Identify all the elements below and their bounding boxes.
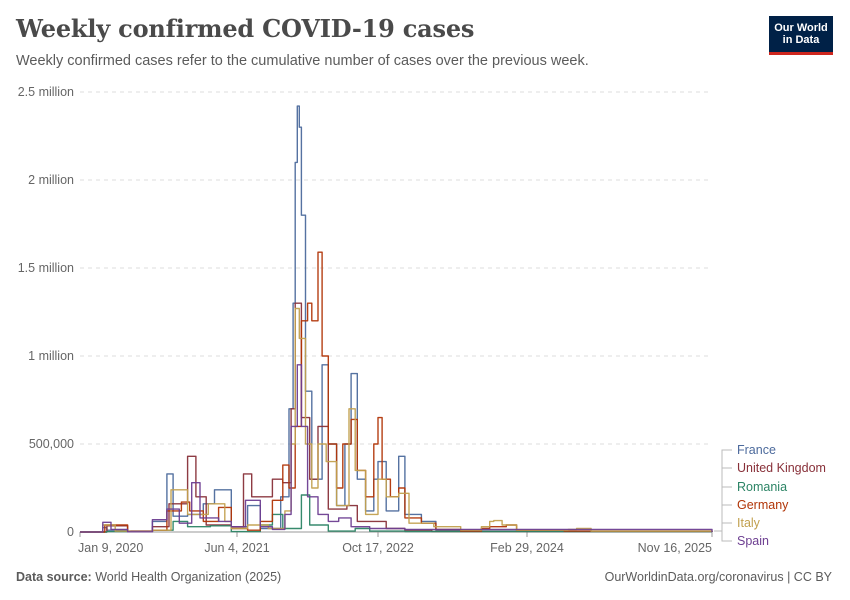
series-legend: France United Kingdom Romania Germany Italy S… <box>714 443 826 548</box>
legend-label-france: France <box>737 443 776 457</box>
legend-connector <box>714 449 732 532</box>
gridlines <box>80 91 712 445</box>
legend-connector <box>714 504 732 532</box>
chart-subtitle: Weekly confirmed cases refer to the cumu… <box>16 53 589 69</box>
y-tick-label: 500,000 <box>29 437 74 451</box>
x-tick-label: Jan 9, 2020 <box>78 541 143 555</box>
owid-logo[interactable]: Our World in Data <box>769 16 833 55</box>
legend-label-germany: Germany <box>737 498 789 512</box>
series-line-italy <box>80 307 713 533</box>
x-tick-label: Jun 4, 2021 <box>204 541 269 555</box>
legend-connector <box>714 486 732 532</box>
logo-line-2: in Data <box>782 34 820 46</box>
y-tick-label: 2.5 million <box>18 85 74 99</box>
y-axis-ticks: 0 500,000 1 million 1.5 million 2 million 2.5… <box>18 85 74 539</box>
logo-line-1: Our World <box>774 22 828 34</box>
data-source-text: World Health Organization (2025) <box>95 570 282 584</box>
legend-label-spain: Spain <box>737 534 769 548</box>
legend-label-romania: Romania <box>737 480 787 494</box>
data-source: Data source: World Health Organization (… <box>16 570 281 584</box>
chart-title: Weekly confirmed COVID-19 cases <box>16 14 475 43</box>
y-tick-label: 0 <box>67 525 74 539</box>
x-tick-label: Nov 16, 2025 <box>638 541 712 555</box>
x-tick-label: Feb 29, 2024 <box>490 541 564 555</box>
series-lines <box>80 105 713 533</box>
x-tick-label: Oct 17, 2022 <box>342 541 414 555</box>
legend-label-united-kingdom: United Kingdom <box>737 461 826 475</box>
legend-connector <box>714 530 732 542</box>
legend-connector <box>714 522 732 532</box>
series-line-united-kingdom <box>80 302 713 533</box>
series-line-france <box>80 105 713 533</box>
series-line-romania <box>80 494 713 533</box>
legend-connector <box>714 467 732 532</box>
y-tick-label: 1.5 million <box>18 261 74 275</box>
legend-label-italy: Italy <box>737 516 761 530</box>
series-line-spain <box>80 364 713 533</box>
y-tick-label: 1 million <box>28 349 74 363</box>
data-source-label: Data source: <box>16 570 92 584</box>
source-link[interactable]: OurWorldinData.org/coronavirus | CC BY <box>604 570 832 584</box>
x-axis: Jan 9, 2020 Jun 4, 2021 Oct 17, 2022 Feb 29… <box>78 531 713 555</box>
line-chart: 0 500,000 1 million 1.5 million 2 million 2.5… <box>18 85 826 555</box>
y-tick-label: 2 million <box>28 173 74 187</box>
